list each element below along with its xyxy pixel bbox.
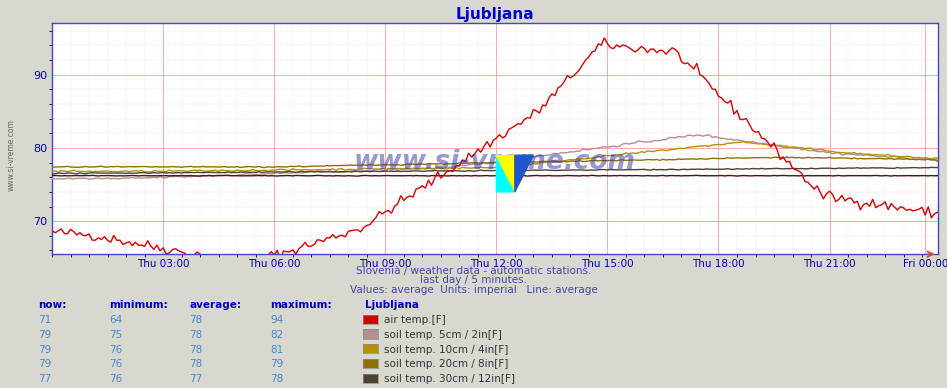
Text: 77: 77: [189, 374, 203, 384]
Text: 79: 79: [38, 345, 51, 355]
Text: soil temp. 5cm / 2in[F]: soil temp. 5cm / 2in[F]: [384, 330, 501, 340]
Text: air temp.[F]: air temp.[F]: [384, 315, 445, 325]
Text: 77: 77: [38, 374, 51, 384]
Polygon shape: [515, 155, 533, 192]
Text: minimum:: minimum:: [109, 300, 168, 310]
Text: 79: 79: [38, 330, 51, 340]
Text: 76: 76: [109, 374, 122, 384]
Text: 94: 94: [270, 315, 283, 325]
Text: Slovenia / weather data - automatic stations.: Slovenia / weather data - automatic stat…: [356, 265, 591, 275]
Text: 76: 76: [109, 345, 122, 355]
Polygon shape: [496, 155, 515, 192]
Text: 78: 78: [270, 374, 283, 384]
Text: 79: 79: [38, 359, 51, 369]
Text: 78: 78: [189, 330, 203, 340]
Text: average:: average:: [189, 300, 241, 310]
Text: www.si-vreme.com: www.si-vreme.com: [354, 149, 635, 175]
Text: Ljubljana: Ljubljana: [365, 300, 419, 310]
Text: 81: 81: [270, 345, 283, 355]
Text: 78: 78: [189, 359, 203, 369]
Title: Ljubljana: Ljubljana: [456, 7, 534, 22]
Text: maximum:: maximum:: [270, 300, 331, 310]
Text: www.si-vreme.com: www.si-vreme.com: [7, 119, 16, 191]
Text: 76: 76: [109, 359, 122, 369]
Text: soil temp. 10cm / 4in[F]: soil temp. 10cm / 4in[F]: [384, 345, 508, 355]
Text: now:: now:: [38, 300, 66, 310]
Text: last day / 5 minutes.: last day / 5 minutes.: [420, 275, 527, 285]
Text: soil temp. 20cm / 8in[F]: soil temp. 20cm / 8in[F]: [384, 359, 508, 369]
Text: 78: 78: [189, 315, 203, 325]
Text: Values: average  Units: imperial   Line: average: Values: average Units: imperial Line: av…: [349, 285, 598, 295]
Text: 78: 78: [189, 345, 203, 355]
Text: 75: 75: [109, 330, 122, 340]
Text: 82: 82: [270, 330, 283, 340]
Text: 64: 64: [109, 315, 122, 325]
Polygon shape: [496, 155, 515, 192]
Text: 79: 79: [270, 359, 283, 369]
Text: 71: 71: [38, 315, 51, 325]
Text: soil temp. 30cm / 12in[F]: soil temp. 30cm / 12in[F]: [384, 374, 514, 384]
